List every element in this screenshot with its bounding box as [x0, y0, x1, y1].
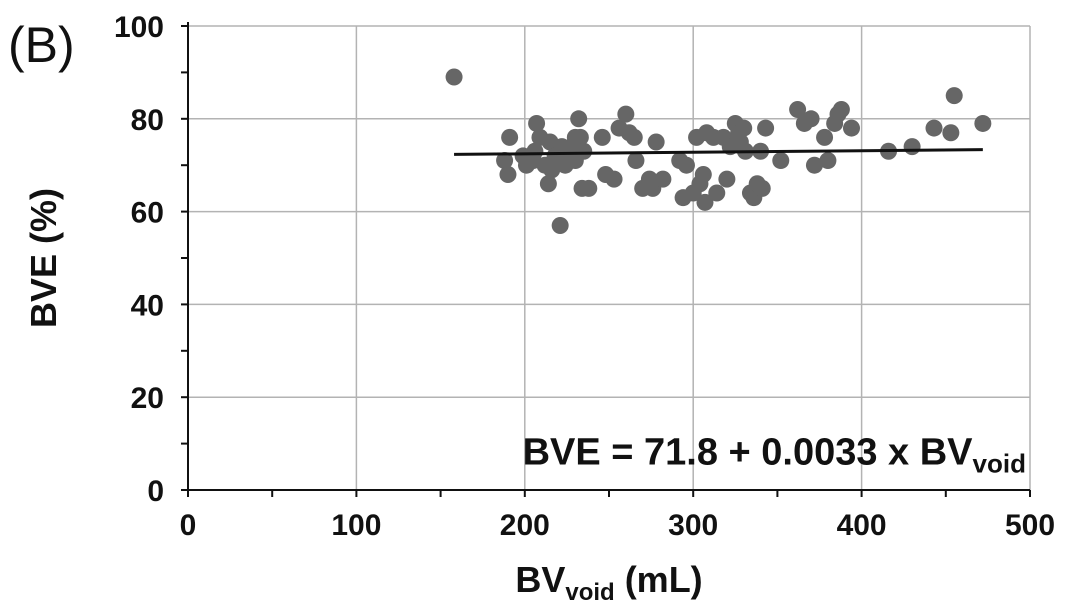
y-tick-label: 60: [131, 197, 164, 230]
panel-label: (B): [8, 17, 75, 73]
data-point: [526, 142, 544, 160]
data-point: [528, 114, 546, 132]
x-axis-title: BVvoid (mL): [515, 559, 702, 606]
x-tick-label: 200: [500, 509, 550, 542]
x-tick-label: 400: [837, 509, 887, 542]
data-point: [753, 179, 771, 197]
trend-line: [454, 148, 983, 156]
data-point: [617, 105, 635, 123]
x-tick-label: 0: [180, 509, 197, 542]
data-point: [647, 133, 665, 151]
data-point: [718, 170, 736, 188]
data-point: [945, 87, 963, 105]
x-axis-title-main: BV: [515, 559, 565, 600]
data-point: [625, 128, 643, 146]
data-point: [696, 193, 714, 211]
data-point: [802, 110, 820, 128]
x-axis-title-unit: (mL): [615, 559, 703, 600]
data-point: [816, 128, 834, 146]
data-point: [570, 110, 588, 128]
data-point: [501, 128, 519, 146]
data-point: [925, 119, 943, 137]
data-point: [735, 119, 753, 137]
data-point: [499, 165, 517, 183]
data-point: [805, 156, 823, 174]
data-point: [757, 119, 775, 137]
equation-subscript: void: [973, 448, 1026, 478]
data-point: [571, 128, 589, 146]
data-point: [842, 119, 860, 137]
data-point: [903, 138, 921, 156]
y-tick-label: 100: [114, 11, 164, 44]
tick-labels: 0 100 200 300 400 500 0 20 40 60 80 100: [114, 11, 1055, 542]
data-point: [942, 124, 960, 142]
data-point: [772, 152, 790, 170]
data-point: [551, 217, 569, 235]
data-point: [593, 128, 611, 146]
data-point: [789, 101, 807, 119]
data-point: [832, 101, 850, 119]
data-point: [974, 114, 992, 132]
x-tick-label: 100: [331, 509, 381, 542]
y-tick-label: 20: [131, 382, 164, 415]
data-point: [819, 152, 837, 170]
y-tick-label: 80: [131, 104, 164, 137]
y-tick-label: 0: [147, 475, 164, 508]
x-tick-label: 300: [668, 509, 718, 542]
y-tick-label: 40: [131, 289, 164, 322]
data-point: [575, 142, 593, 160]
x-tick-label: 500: [1005, 509, 1055, 542]
data-point: [580, 179, 598, 197]
plot-area: [188, 26, 1030, 490]
regression-equation: BVE = 71.8 + 0.0033 x BVvoid: [523, 431, 1026, 478]
data-point: [694, 165, 712, 183]
equation-main: BVE = 71.8 + 0.0033 x BV: [523, 431, 974, 473]
axis-ticks: [181, 25, 1031, 497]
gridlines: [188, 25, 1031, 490]
data-point: [708, 184, 726, 202]
data-point: [605, 170, 623, 188]
data-point: [539, 175, 557, 193]
data-point: [445, 68, 463, 86]
data-point: [677, 156, 695, 174]
x-axis-title-subscript: void: [565, 579, 614, 606]
data-point: [627, 152, 645, 170]
data-point: [654, 170, 672, 188]
y-axis-title: BVE (%): [23, 188, 64, 328]
trend-line-group: [454, 148, 983, 156]
data-point: [496, 152, 514, 170]
